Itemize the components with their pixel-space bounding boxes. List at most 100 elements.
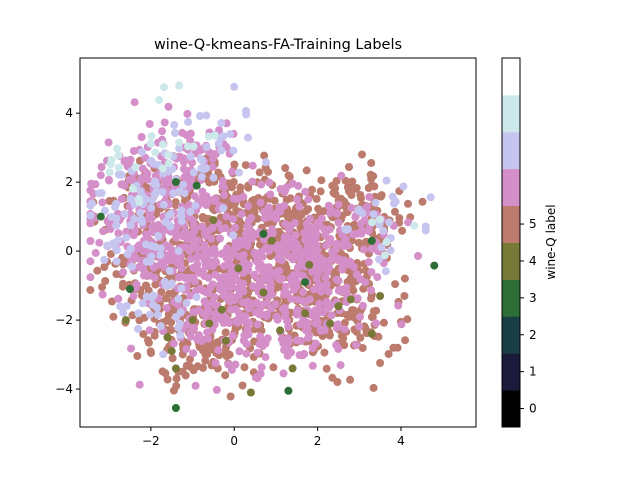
colorbar-segment [502, 94, 520, 133]
data-point [209, 216, 218, 225]
data-point [255, 168, 264, 177]
data-point [154, 311, 162, 319]
data-point [105, 168, 114, 177]
data-point [367, 329, 376, 338]
data-point [334, 286, 343, 295]
data-point [158, 188, 167, 196]
data-point [258, 252, 267, 261]
data-point [391, 280, 400, 289]
data-point [327, 205, 336, 214]
data-point [103, 241, 112, 250]
data-point [142, 230, 151, 239]
data-point [261, 353, 270, 362]
data-point [367, 245, 376, 253]
data-point [95, 189, 103, 198]
data-point [244, 304, 253, 313]
data-point [250, 270, 259, 279]
data-point [292, 209, 301, 218]
data-point [178, 128, 187, 137]
data-point [222, 254, 231, 263]
data-point [145, 326, 154, 335]
data-point [135, 197, 144, 206]
data-point [86, 211, 95, 220]
data-point [197, 335, 206, 344]
data-point [300, 350, 309, 358]
data-point [199, 286, 208, 295]
data-point [202, 111, 211, 120]
data-point [215, 281, 224, 290]
data-point [98, 283, 107, 292]
data-point [116, 302, 125, 311]
data-point [199, 214, 208, 223]
data-point [223, 244, 232, 253]
y-tick-label: 0 [65, 244, 73, 258]
colorbar-segment [502, 205, 520, 243]
data-point [296, 256, 305, 265]
colorbar-label: wine-Q label [544, 204, 558, 279]
data-point [138, 299, 147, 308]
data-point [189, 142, 198, 151]
data-point [235, 347, 244, 356]
data-point [120, 157, 129, 166]
data-point [226, 392, 235, 401]
data-point [156, 260, 165, 269]
data-point [294, 181, 303, 190]
data-point [133, 352, 142, 360]
data-point [293, 195, 302, 204]
data-point [326, 319, 335, 328]
data-point [248, 177, 257, 186]
data-point [245, 318, 254, 327]
data-point [235, 216, 244, 225]
data-point [156, 322, 165, 331]
data-point [279, 369, 288, 378]
data-point [208, 224, 217, 232]
data-point [346, 295, 355, 304]
data-point [246, 388, 255, 397]
y-tick-label: −4 [55, 382, 73, 396]
data-point [272, 215, 281, 224]
colorbar-segment [502, 58, 520, 96]
data-point [99, 227, 107, 236]
data-point [325, 238, 334, 247]
data-point [325, 263, 333, 272]
data-point [293, 263, 302, 272]
data-point [183, 109, 192, 118]
data-point [373, 273, 382, 282]
data-point [404, 218, 413, 227]
data-point [264, 167, 272, 176]
data-point [165, 220, 173, 229]
data-point [260, 151, 269, 160]
colorbar-tick-label: 1 [529, 365, 537, 379]
data-point [222, 317, 231, 326]
data-point [174, 294, 183, 303]
data-point [208, 298, 217, 307]
data-point [196, 267, 205, 276]
data-point [137, 215, 146, 224]
data-point [248, 282, 257, 291]
data-point [334, 200, 343, 209]
data-point [130, 214, 139, 223]
data-point [198, 187, 207, 196]
data-point [134, 309, 143, 318]
data-point [176, 331, 185, 340]
data-point [164, 159, 173, 168]
data-point [394, 301, 403, 310]
data-point [268, 225, 277, 234]
data-point [334, 218, 343, 227]
data-point [226, 262, 235, 271]
data-point [273, 267, 282, 275]
data-point [244, 133, 252, 142]
data-point [191, 201, 200, 210]
data-point [399, 182, 408, 191]
data-point [146, 257, 155, 266]
data-point [145, 271, 154, 280]
y-axis: −4 −2 0 2 4 [55, 106, 80, 396]
data-point [240, 363, 249, 372]
data-point [309, 285, 318, 294]
y-tick-label: −2 [55, 313, 73, 327]
data-point [95, 238, 104, 247]
data-point [117, 195, 126, 203]
x-tick-label: 4 [397, 434, 405, 448]
data-point [234, 264, 243, 273]
data-point [182, 345, 191, 353]
